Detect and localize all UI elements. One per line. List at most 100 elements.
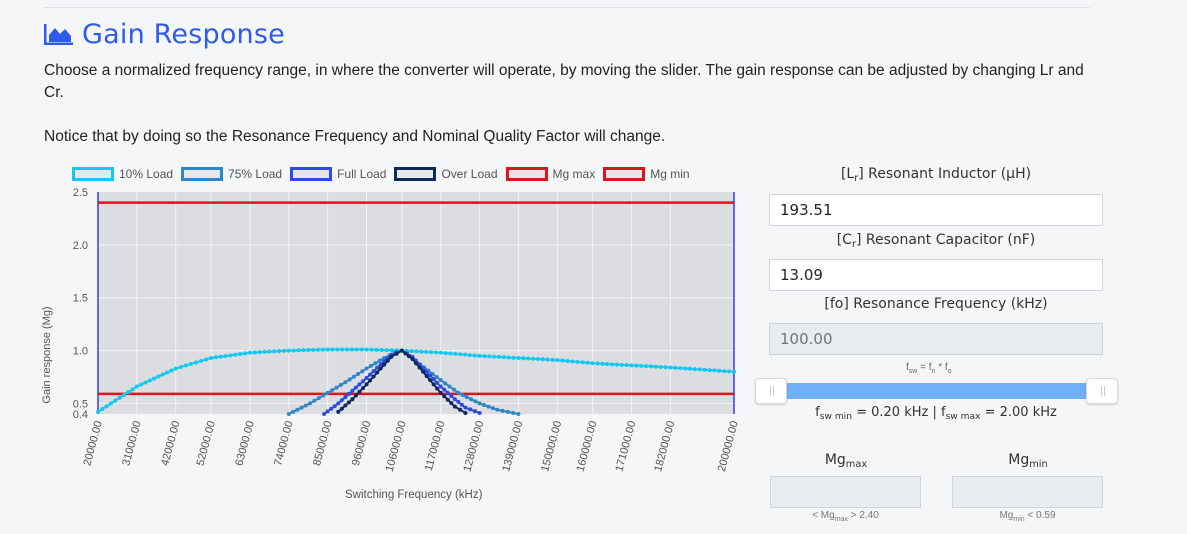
description: Choose a normalized frequency range, in …: [44, 62, 1084, 101]
series-point: [452, 397, 457, 402]
legend-item[interactable]: Mg min: [603, 167, 690, 181]
legend-swatch: [72, 167, 114, 181]
series-point: [308, 401, 312, 406]
series-point: [356, 372, 361, 377]
legend-item[interactable]: Over Load: [394, 167, 498, 181]
series-point: [361, 379, 365, 384]
series-point: [595, 361, 600, 366]
series-point: [347, 377, 352, 382]
series-point: [531, 356, 536, 361]
series-point: [438, 350, 443, 355]
series-point: [373, 361, 378, 366]
series-point: [506, 355, 511, 360]
series-point: [468, 407, 473, 412]
series-point: [712, 368, 717, 373]
series-point: [357, 389, 362, 394]
series-point: [193, 360, 198, 365]
series-point: [487, 354, 492, 359]
mg-max-label: Mgmax: [824, 452, 868, 470]
series-point: [433, 350, 438, 355]
series-point: [368, 372, 373, 377]
series-point: [198, 358, 203, 363]
series-point: [332, 404, 337, 409]
slider-max-handle[interactable]: [1086, 378, 1118, 404]
page-title-text: Gain Response: [82, 18, 285, 50]
series-point: [445, 397, 450, 402]
series-point: [325, 409, 330, 414]
series-point: [281, 348, 286, 353]
series-point: [717, 368, 722, 373]
legend-item[interactable]: Full Load: [290, 167, 386, 181]
series-point: [379, 347, 384, 352]
series-point: [351, 374, 356, 379]
series-point: [644, 364, 649, 369]
series-point: [165, 370, 170, 375]
series-point: [472, 353, 477, 358]
series-point: [143, 380, 148, 385]
series-point: [126, 390, 131, 395]
series-point: [364, 347, 369, 352]
series-point: [218, 354, 223, 359]
series-point: [511, 410, 516, 415]
series-point: [306, 348, 311, 353]
series-point: [312, 398, 317, 403]
series-point: [540, 357, 545, 362]
series-point: [243, 351, 248, 356]
series-point: [687, 366, 692, 371]
series-point: [472, 409, 477, 414]
series-point: [257, 350, 262, 355]
series-point: [614, 362, 619, 367]
slider-min-handle[interactable]: [755, 378, 787, 404]
series-point: [406, 354, 411, 359]
series-point: [350, 388, 355, 393]
series-point: [429, 350, 434, 355]
series-point: [394, 351, 399, 356]
series-point: [364, 376, 369, 381]
series-point: [458, 407, 463, 412]
top-divider: [44, 7, 1090, 8]
lr-input[interactable]: 193.51: [769, 194, 1103, 226]
series-point: [477, 401, 482, 406]
series-point: [354, 347, 359, 352]
series-point: [431, 382, 436, 387]
series-point: [459, 402, 464, 407]
mg-max-output: [770, 476, 921, 508]
x-tick-label: 74000.00: [272, 420, 295, 467]
plot-area: [98, 192, 734, 414]
series-point: [431, 377, 436, 382]
legend-item[interactable]: 75% Load: [181, 167, 282, 181]
series-point: [585, 360, 590, 365]
series-point: [443, 351, 448, 356]
series-point: [500, 408, 505, 413]
legend-label: 10% Load: [119, 167, 174, 181]
series-point: [697, 367, 702, 372]
legend-item[interactable]: 10% Load: [72, 167, 173, 181]
series-point: [311, 347, 316, 352]
notice-text: Notice that by doing so the Resonance Fr…: [44, 128, 666, 145]
series-point: [442, 394, 447, 399]
series-point: [272, 349, 277, 354]
legend-label: Over Load: [441, 167, 498, 181]
series-point: [421, 369, 426, 374]
cr-input[interactable]: 13.09: [769, 259, 1103, 291]
series-point: [371, 374, 376, 379]
series-point: [228, 353, 233, 358]
series-point: [438, 390, 443, 395]
range-slider-selection[interactable]: [786, 383, 1086, 399]
series-point: [291, 409, 296, 414]
y-tick-label: 1.5: [73, 293, 88, 305]
series-point: [152, 376, 157, 381]
series-point: [482, 354, 487, 359]
chart-legend: 10% Load 75% Load Full Load Over Load Mg max…: [72, 167, 698, 181]
series-point: [209, 355, 214, 360]
series-point: [428, 373, 433, 378]
series-point: [658, 364, 663, 369]
series-point: [477, 410, 482, 415]
series-point: [419, 349, 424, 354]
legend-swatch: [181, 167, 224, 181]
x-tick-label: 160000.00: [575, 420, 600, 473]
series-point: [389, 354, 394, 359]
y-tick-label: 2.5: [73, 187, 88, 199]
series-point: [322, 412, 327, 416]
legend-item[interactable]: Mg max: [505, 167, 595, 181]
